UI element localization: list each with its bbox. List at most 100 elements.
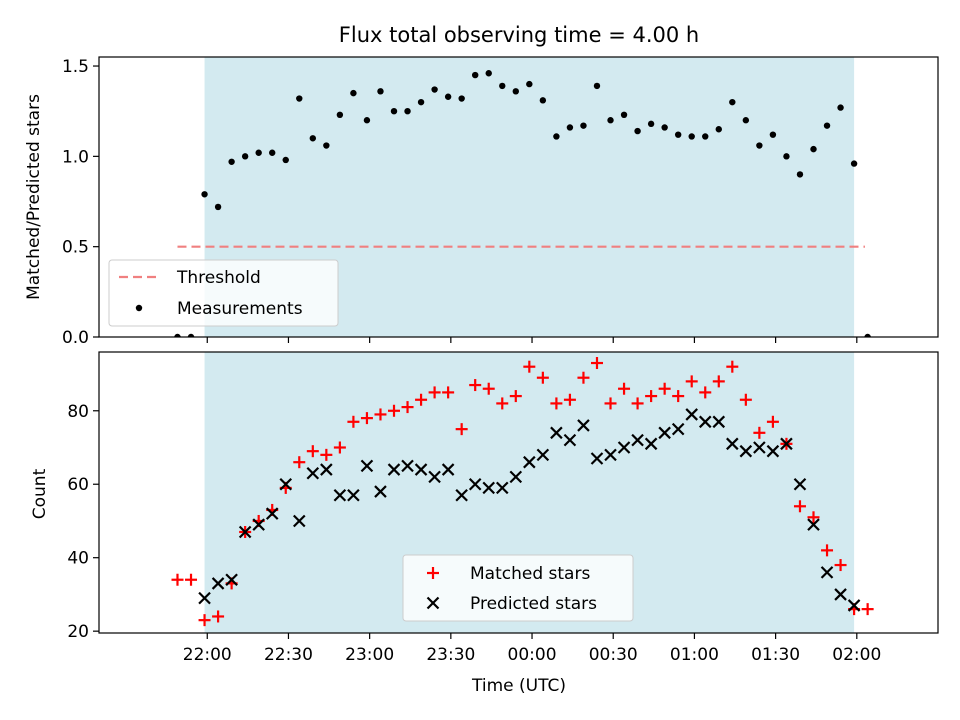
measurement-point	[634, 127, 641, 135]
predicted-star-point	[753, 441, 766, 454]
legend-predicted-label: Predicted stars	[470, 594, 597, 614]
legend-matched-label: Matched stars	[470, 564, 590, 584]
matched-star-point	[807, 511, 820, 524]
measurement-point	[390, 107, 398, 115]
matched-star-point	[563, 393, 576, 406]
measurement-point	[647, 120, 655, 128]
matched-star-point	[306, 445, 319, 458]
predicted-star-point	[834, 588, 847, 601]
matched-star-point	[821, 544, 834, 557]
measurement-point	[336, 111, 344, 119]
predicted-star-point	[441, 463, 455, 476]
predicted-star-point	[820, 566, 834, 579]
measurement-point	[837, 104, 844, 111]
bottom-y-axis-label: Count	[30, 468, 50, 519]
predicted-star-point	[428, 470, 441, 484]
matched-star-point	[766, 415, 779, 428]
predicted-star-point	[306, 466, 320, 480]
predicted-star-point	[658, 426, 671, 440]
measurement-point	[661, 124, 668, 131]
top-legend: Threshold Measurements	[108, 259, 339, 327]
bottom-xtick-label: 23:00	[345, 645, 394, 665]
measurement-point	[715, 126, 722, 133]
bottom-xtick-label: 23:30	[426, 645, 475, 665]
bottom-legend-box	[402, 554, 634, 622]
measurement-point	[729, 98, 736, 106]
top-y-axis-label: Matched/Predicted stars	[24, 94, 44, 300]
predicted-star-point	[631, 433, 644, 447]
matched-star-point	[631, 397, 644, 410]
measurement-point	[458, 95, 465, 102]
matched-star-point	[171, 573, 184, 586]
predicted-star-point	[726, 437, 739, 451]
measurement-point	[269, 149, 276, 156]
top-panel: 0.0 0.5 1.0 1.5 Threshold Measurements	[62, 56, 939, 348]
measurement-point	[174, 333, 181, 337]
matched-star-point	[415, 393, 428, 406]
measurement-point	[187, 333, 195, 337]
matched-star-point	[428, 386, 441, 399]
matched-star-point	[861, 603, 874, 616]
legend-matched-swatch	[427, 567, 439, 579]
matched-star-point	[320, 448, 333, 461]
bottom-ytick-label: 40	[67, 549, 89, 569]
matched-star-point	[739, 393, 752, 406]
measurement-point	[444, 93, 452, 100]
top-ytick-label: 0.0	[62, 328, 89, 348]
bottom-xtick-label: 00:00	[508, 645, 557, 665]
predicted-star-point	[590, 452, 604, 465]
predicted-star-point	[495, 481, 509, 495]
top-ytick-label: 0.5	[62, 238, 89, 258]
top-axes-frame	[98, 56, 939, 338]
measurement-point	[539, 97, 547, 104]
predicted-star-point	[523, 455, 536, 469]
bottom-ytick-label: 20	[67, 622, 89, 642]
measurement-point	[350, 89, 357, 97]
predicted-star-point	[482, 481, 496, 495]
predicted-star-point	[374, 485, 387, 498]
matched-star-point	[401, 401, 414, 414]
matched-star-point	[672, 390, 685, 403]
predicted-star-point	[333, 488, 347, 502]
matched-star-point	[577, 371, 590, 384]
predicted-star-point	[604, 448, 617, 462]
predicted-star-point	[671, 422, 685, 436]
matched-star-point	[293, 456, 306, 469]
measurement-point	[607, 117, 614, 124]
matched-star-point	[550, 397, 563, 410]
matched-star-point	[726, 360, 739, 373]
matched-star-point	[198, 614, 211, 627]
measurement-point	[769, 131, 777, 138]
predicted-star-point	[807, 518, 820, 531]
measurement-point	[241, 153, 249, 160]
matched-star-point	[185, 573, 198, 586]
predicted-star-point	[550, 426, 563, 440]
measurement-point	[201, 191, 208, 198]
measurement-point	[593, 82, 601, 90]
predicted-star-point	[347, 488, 360, 502]
measurement-point	[702, 133, 709, 140]
bottom-legend: Matched stars Predicted stars	[402, 554, 634, 622]
measurement-point	[323, 142, 330, 149]
matched-star-point	[496, 397, 509, 410]
measurement-point	[471, 71, 479, 79]
predicted-star-point	[292, 514, 306, 528]
bottom-panel: 20 40 60 80 22:00 22:30 23:00 23:30 00:00 00:30 01…	[67, 351, 939, 665]
matched-star-point	[753, 426, 766, 439]
predicted-star-point	[414, 463, 428, 476]
predicted-star-point	[279, 477, 293, 491]
predicted-star-point	[563, 433, 577, 447]
matched-star-point	[347, 415, 360, 428]
measurement-point	[553, 133, 560, 140]
bottom-xtick-label: 22:30	[264, 645, 313, 665]
measurement-point	[512, 88, 519, 95]
bottom-ytick-label: 80	[67, 402, 89, 422]
predicted-star-point	[577, 419, 590, 432]
matched-star-point	[618, 382, 631, 395]
measurement-point	[864, 333, 871, 337]
predicted-star-point	[360, 459, 374, 473]
bottom-ytick-label: 60	[67, 475, 89, 495]
measurement-point	[431, 86, 438, 93]
predicted-star-point	[685, 408, 698, 421]
